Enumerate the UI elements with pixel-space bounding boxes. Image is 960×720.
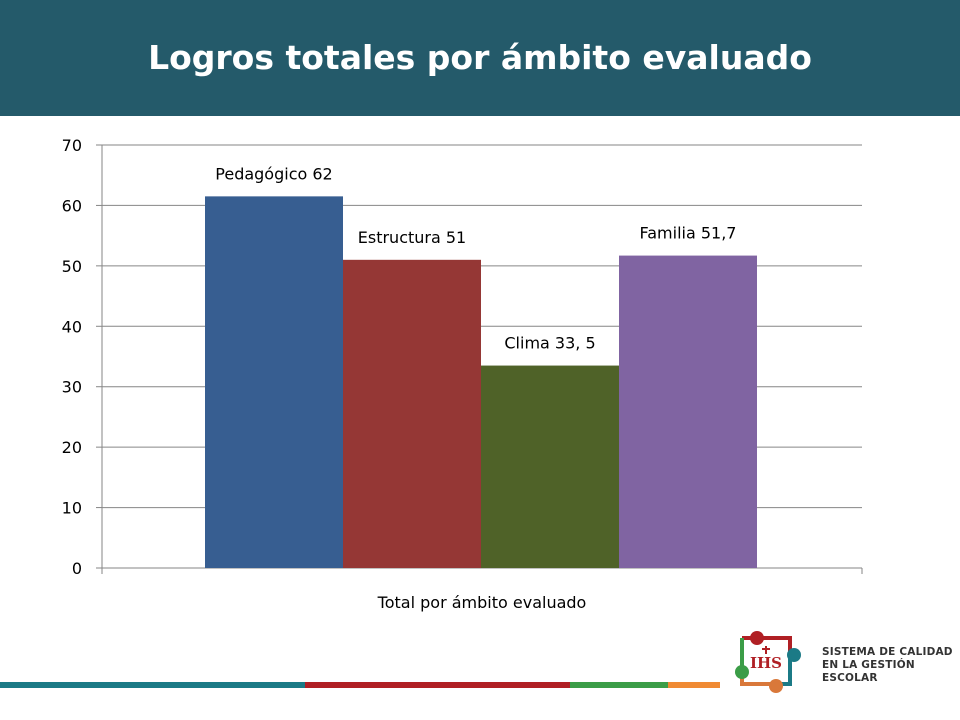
data-label: Clima 33, 5 (504, 334, 595, 353)
footer-stripe-orange (668, 682, 720, 688)
footer-stripe-teal (0, 682, 305, 688)
y-tick-label: 40 (62, 317, 82, 336)
y-tick-label: 60 (62, 196, 82, 215)
bar-clima (481, 365, 619, 568)
logo-mark-text: IHS (750, 654, 782, 672)
data-label: Familia 51,7 (640, 224, 737, 243)
y-tick-label: 20 (62, 438, 82, 457)
brand-line-1: SISTEMA DE CALIDAD (822, 646, 953, 658)
y-tick-label: 70 (62, 136, 82, 155)
bar-familia (619, 255, 757, 568)
logo-mark: IHS (735, 631, 801, 693)
header-banner: Logros totales por ámbito evaluado (0, 0, 960, 116)
x-category-label: Total por ámbito evaluado (377, 593, 587, 612)
brand-line-2: EN LA GESTIÓN (822, 659, 915, 671)
data-label: Estructura 51 (358, 228, 466, 247)
brand-text: SISTEMA DE CALIDAD EN LA GESTIÓN ESCOLAR (822, 646, 953, 685)
brand-line-3: ESCOLAR (822, 672, 878, 684)
data-label: Pedagógico 62 (215, 164, 332, 183)
bar-chart: 0 10 20 30 40 50 60 70 Pedagógico 62 Estructura 5… (62, 136, 863, 612)
y-tick-label: 10 (62, 499, 82, 518)
y-tick-label: 0 (72, 559, 82, 578)
footer-stripe-red (305, 682, 570, 688)
y-tick-label: 50 (62, 257, 82, 276)
page-title: Logros totales por ámbito evaluado (148, 38, 812, 77)
footer-stripe-green (570, 682, 668, 688)
bar-estructura (343, 259, 481, 568)
y-tick-label: 30 (62, 378, 82, 397)
bar-pedagógico (205, 196, 343, 568)
